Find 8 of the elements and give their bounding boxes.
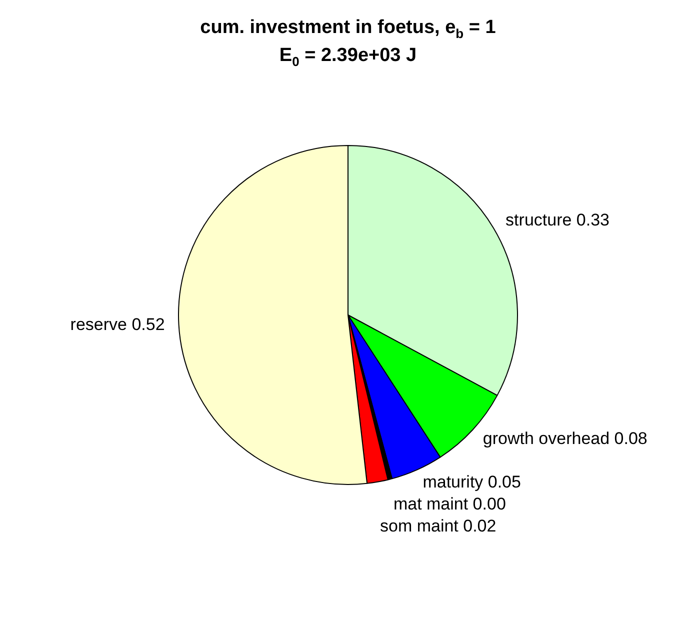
slice-label: maturity 0.05 (422, 472, 521, 492)
slice-label: growth overhead 0.08 (482, 429, 648, 448)
slice-label: som maint 0.02 (380, 516, 496, 536)
chart-title: cum. investment in foetus, e$_{b}$ = 1 (199, 16, 497, 42)
slice-label: structure 0.33 (506, 210, 610, 230)
slice-label: reserve 0.52 (70, 315, 165, 334)
chart-subtitle: E$_{0}$ = 2.39e+03 J (278, 44, 418, 70)
slice-label: mat maint 0.00 (393, 494, 506, 514)
